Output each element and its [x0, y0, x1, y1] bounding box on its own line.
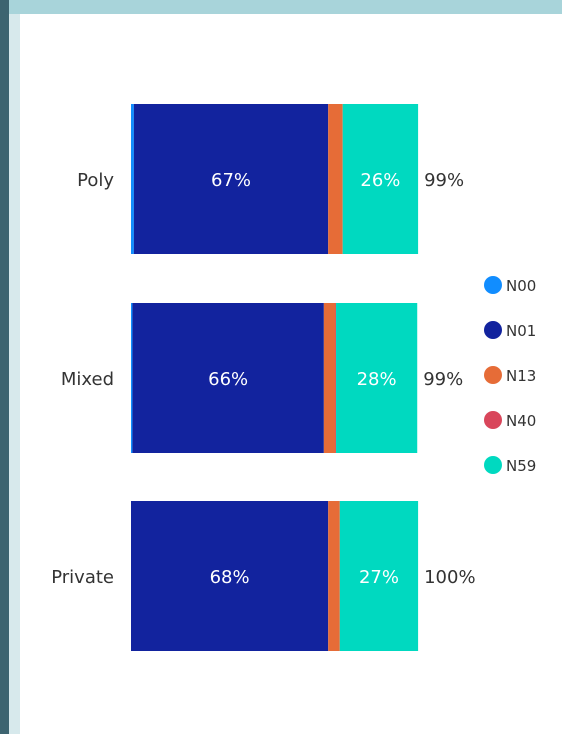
legend-label-n01[interactable]: N01 [506, 322, 536, 340]
data-label-private-n01: 68% [210, 567, 250, 588]
legend-marker-n01[interactable] [484, 321, 502, 339]
bar-mixed-n40[interactable] [335, 303, 337, 453]
bar-private-n13[interactable] [328, 501, 340, 651]
bar-poly-n00[interactable] [131, 104, 134, 254]
data-label-poly-n59: 26% [360, 170, 400, 191]
bar-mixed-n00[interactable] [131, 303, 133, 453]
bar-mixed-n59[interactable] [336, 303, 418, 453]
total-label-poly: 99% [424, 170, 464, 191]
legend-marker-n59[interactable] [484, 456, 502, 474]
bar-poly-n13[interactable] [328, 104, 343, 254]
total-label-private: 100% [424, 567, 475, 588]
data-label-poly-n01: 67% [211, 170, 251, 191]
bar-mixed-n01[interactable] [132, 303, 324, 453]
legend-marker-n13[interactable] [484, 366, 502, 384]
legend-marker-n00[interactable] [484, 276, 502, 294]
data-label-mixed-n59: 28% [357, 369, 397, 390]
data-label-private-n59: 27% [359, 567, 399, 588]
bar-poly-n59[interactable] [342, 104, 419, 254]
left-edge-strip [0, 0, 9, 734]
bar-poly-n01[interactable] [133, 104, 329, 254]
bar-private-n59[interactable] [339, 501, 419, 651]
legend-label-n59[interactable]: N59 [506, 457, 536, 475]
category-label-mixed: Mixed [61, 369, 114, 390]
header-strip [9, 0, 562, 14]
total-label-mixed: 99% [423, 369, 463, 390]
legend-label-n13[interactable]: N13 [506, 367, 536, 385]
category-label-poly: Poly [77, 170, 114, 191]
legend-label-n00[interactable]: N00 [506, 277, 536, 295]
legend-label-n40[interactable]: N40 [506, 412, 536, 430]
legend-marker-n40[interactable] [484, 411, 502, 429]
bar-mixed-n13[interactable] [323, 303, 336, 453]
category-label-private: Private [51, 567, 114, 588]
bar-private-n01[interactable] [131, 501, 329, 651]
data-label-mixed-n01: 66% [208, 369, 248, 390]
